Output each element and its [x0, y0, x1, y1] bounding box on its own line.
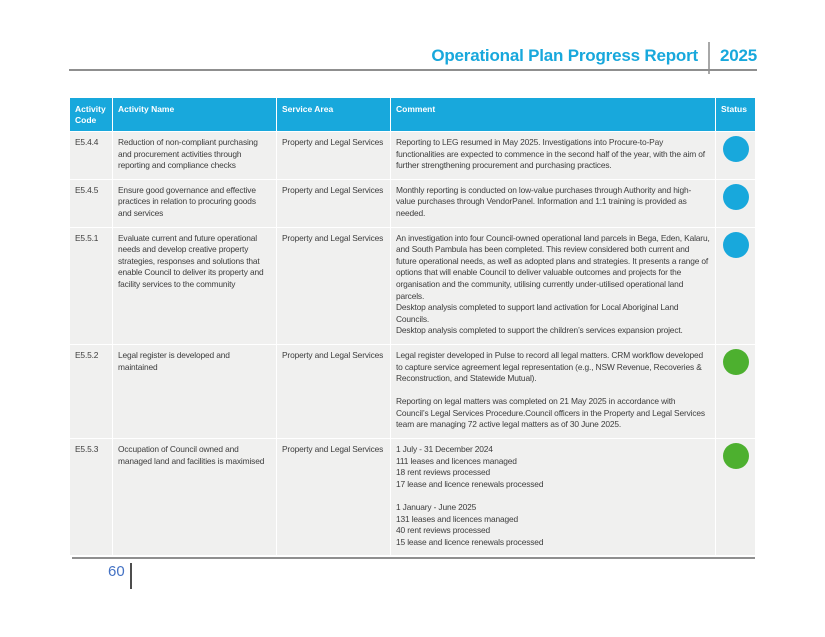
activity-code: E5.4.4 [70, 132, 112, 179]
table-row: E5.4.4 Reduction of non-compliant purcha… [70, 132, 757, 179]
col-header-service-area: Service Area [277, 98, 390, 131]
table-row: E5.5.3 Occupation of Council owned and m… [70, 439, 757, 556]
comment-text: An investigation into four Council-owned… [391, 227, 715, 344]
activity-code: E5.5.1 [70, 227, 112, 344]
col-header-activity-code: Activity Code [70, 98, 112, 131]
col-header-status: Status [716, 98, 755, 131]
report-header: Operational Plan Progress Report 2025 [431, 40, 757, 74]
activity-code: E5.5.2 [70, 344, 112, 439]
activity-code: E5.5.3 [70, 439, 112, 556]
page-number-bar [129, 563, 132, 589]
table-row: E5.4.5 Ensure good governance and effect… [70, 179, 757, 227]
status-indicator [722, 183, 749, 210]
service-area: Property and Legal Services [277, 227, 390, 344]
status-cell [716, 227, 755, 344]
status-indicator [722, 231, 749, 258]
status-indicator [722, 443, 749, 470]
status-indicator [722, 348, 749, 375]
table-header-row: Activity Code Activity Name Service Area… [70, 98, 757, 131]
activity-name: Evaluate current and future operational … [113, 227, 276, 344]
service-area: Property and Legal Services [277, 344, 390, 439]
status-cell [716, 439, 755, 556]
table-row: E5.5.1 Evaluate current and future opera… [70, 227, 757, 344]
page-title: Operational Plan Progress Report [431, 46, 698, 65]
service-area: Property and Legal Services [277, 132, 390, 179]
header-rule [69, 69, 757, 71]
status-cell [716, 179, 755, 227]
footer-pagenum: 60 [108, 562, 132, 589]
col-header-comment: Comment [391, 98, 715, 131]
comment-text: Monthly reporting is conducted on low-va… [391, 179, 715, 227]
comment-text: Legal register developed in Pulse to rec… [391, 344, 715, 439]
status-indicator [722, 136, 749, 162]
table-body: E5.4.4 Reduction of non-compliant purcha… [70, 132, 757, 556]
activity-name: Reduction of non-compliant purchasing an… [113, 132, 276, 179]
service-area: Property and Legal Services [277, 439, 390, 556]
report-year: 2025 [719, 46, 757, 65]
service-area: Property and Legal Services [277, 179, 390, 227]
footer-rule [72, 557, 755, 559]
progress-table: Activity Code Activity Name Service Area… [70, 98, 757, 556]
header-divider [707, 42, 710, 74]
activity-name: Occupation of Council owned and managed … [113, 439, 276, 556]
col-header-activity-name: Activity Name [113, 98, 276, 131]
comment-text: 1 July - 31 December 2024 111 leases and … [391, 439, 715, 556]
page-number: 60 [108, 563, 125, 580]
status-cell [716, 132, 755, 179]
activity-name: Legal register is developed and maintain… [113, 344, 276, 439]
table-row: E5.5.2 Legal register is developed and m… [70, 344, 757, 439]
activity-code: E5.4.5 [70, 179, 112, 227]
comment-text: Reporting to LEG resumed in May 2025. In… [391, 132, 715, 179]
activity-name: Ensure good governance and effective pra… [113, 179, 276, 227]
status-cell [716, 344, 755, 439]
